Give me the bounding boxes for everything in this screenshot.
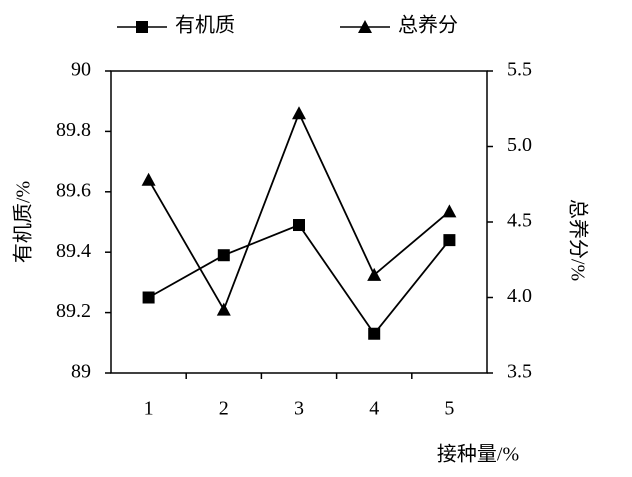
- y-tick-label: 89.4: [56, 240, 91, 262]
- data-point: [293, 219, 305, 232]
- x-tick-label: 2: [219, 398, 229, 420]
- y-tick-label: 90: [71, 59, 91, 81]
- legend-label: 总养分: [398, 14, 458, 37]
- data-point: [292, 106, 306, 120]
- y2-tick-label: 3.5: [507, 361, 532, 383]
- data-point: [216, 302, 231, 316]
- y-tick-label: 89.2: [56, 300, 91, 322]
- y-tick-label: 89.6: [56, 179, 91, 201]
- legend-marker: [358, 20, 372, 33]
- y2-tick-label: 5.0: [507, 134, 532, 156]
- x-axis-label: 接种量/%: [437, 443, 519, 466]
- y2-tick-label: 4.0: [507, 285, 532, 307]
- x-tick-label: 3: [294, 398, 304, 420]
- y-axis-label: 有机质/%: [12, 181, 35, 263]
- data-point: [443, 234, 456, 247]
- data-point: [141, 172, 156, 186]
- y2-tick-label: 4.5: [507, 210, 532, 232]
- legend-label: 有机质: [175, 14, 235, 37]
- y2-axis-label: 总养分/%: [566, 199, 589, 281]
- data-point: [368, 327, 381, 340]
- legend-marker: [136, 21, 148, 33]
- data-point: [442, 204, 457, 218]
- series-line: [148, 223, 451, 336]
- x-tick-label: 1: [144, 398, 154, 420]
- data-point: [142, 291, 155, 304]
- x-tick-label: 4: [369, 398, 379, 420]
- series-line: [147, 110, 450, 312]
- y2-tick-label: 5.5: [507, 59, 532, 81]
- data-point: [367, 267, 382, 281]
- y-tick-label: 89: [71, 361, 91, 383]
- data-point: [217, 249, 230, 262]
- y-tick-label: 89.8: [56, 119, 91, 141]
- x-tick-label: 5: [444, 398, 454, 420]
